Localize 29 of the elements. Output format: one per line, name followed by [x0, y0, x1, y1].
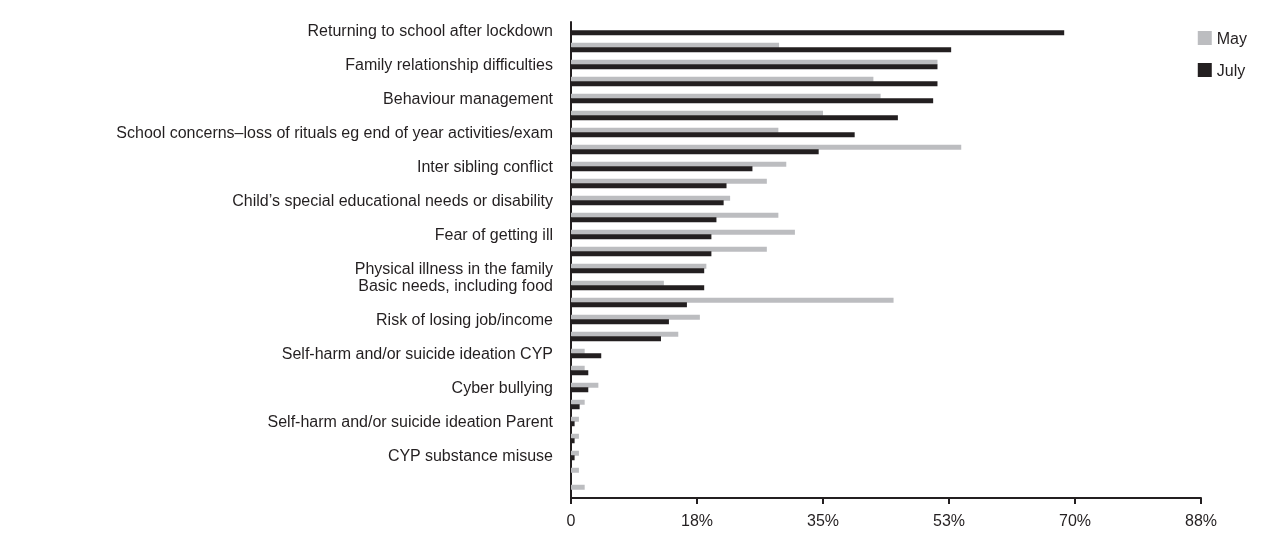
y-tick-label: Behaviour management	[383, 90, 554, 107]
bar	[571, 399, 585, 405]
bar	[571, 484, 585, 490]
y-tick-label: Inter sibling conflict	[416, 158, 554, 175]
bar	[571, 416, 579, 422]
y-tick-label: Basic needs, including food	[358, 277, 553, 294]
x-tick-label: 70%	[1058, 511, 1092, 529]
y-tick-label: School concerns–loss of rituals eg end of year activities/exam	[116, 124, 553, 141]
legend-label: July	[1216, 61, 1246, 79]
y-tick-label: Fear of getting ill	[434, 226, 553, 243]
x-tick-label: 18%	[680, 511, 714, 529]
y-tick-label: Returning to school after lockdown	[307, 22, 553, 39]
y-tick-label: Family relationship difficulties	[345, 56, 553, 73]
x-tick-label: 0	[566, 511, 576, 529]
y-tick-label: Child’s special educational needs or disability	[232, 192, 553, 209]
bar	[571, 450, 579, 456]
y-tick-label: Physical illness in the family	[354, 260, 553, 277]
x-tick-label: 53%	[932, 511, 966, 529]
y-tick-label: Risk of losing job/income	[376, 311, 554, 328]
y-tick-label: Cyber bullying	[451, 379, 553, 396]
bar	[571, 467, 579, 473]
x-tick-label: 88%	[1184, 511, 1218, 529]
x-tick-label: 35%	[806, 511, 840, 529]
y-tick-label: CYP substance misuse	[387, 447, 554, 464]
legend-label: May	[1216, 29, 1248, 47]
y-tick-label: Self-harm and/or suicide ideation CYP	[281, 345, 553, 362]
y-tick-label: Self-harm and/or suicide ideation Parent	[267, 413, 554, 430]
bar	[571, 433, 579, 439]
bar	[571, 297, 894, 303]
